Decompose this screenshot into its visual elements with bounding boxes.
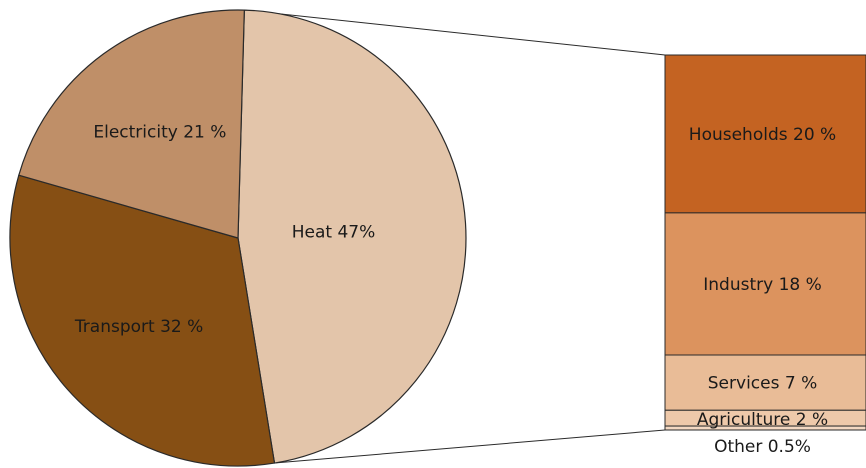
bar-label-services-7: Services 7 %: [708, 374, 817, 394]
bar-label-other-0-5: Other 0.5%: [714, 437, 811, 457]
pie-slice-transport-32: [9, 174, 276, 467]
bar-label-households-20: Households 20 %: [689, 125, 836, 145]
bar-label-agriculture-2: Agriculture 2 %: [697, 410, 828, 430]
bar-segment-other-0-5: [664, 425, 866, 431]
pie-label-heat-47: Heat 47%: [292, 223, 376, 243]
pie-chart: [9, 9, 467, 467]
pie-label-transport-32: Transport 32 %: [74, 317, 203, 337]
pie-slice-heat-47: [237, 9, 467, 464]
connector-line-bottom: [274, 429, 666, 464]
pie-slice-electricity-21: [18, 9, 245, 239]
connector-line-top: [244, 9, 666, 56]
connector-lines: [244, 9, 666, 464]
breakdown-bar: [664, 54, 866, 431]
chart-labels: Heat 47% Transport 32 % Electricity 21 % Ho…: [74, 122, 836, 457]
bar-label-industry-18: Industry 18 %: [703, 275, 822, 295]
pie-label-electricity-21: Electricity 21 %: [93, 122, 226, 142]
